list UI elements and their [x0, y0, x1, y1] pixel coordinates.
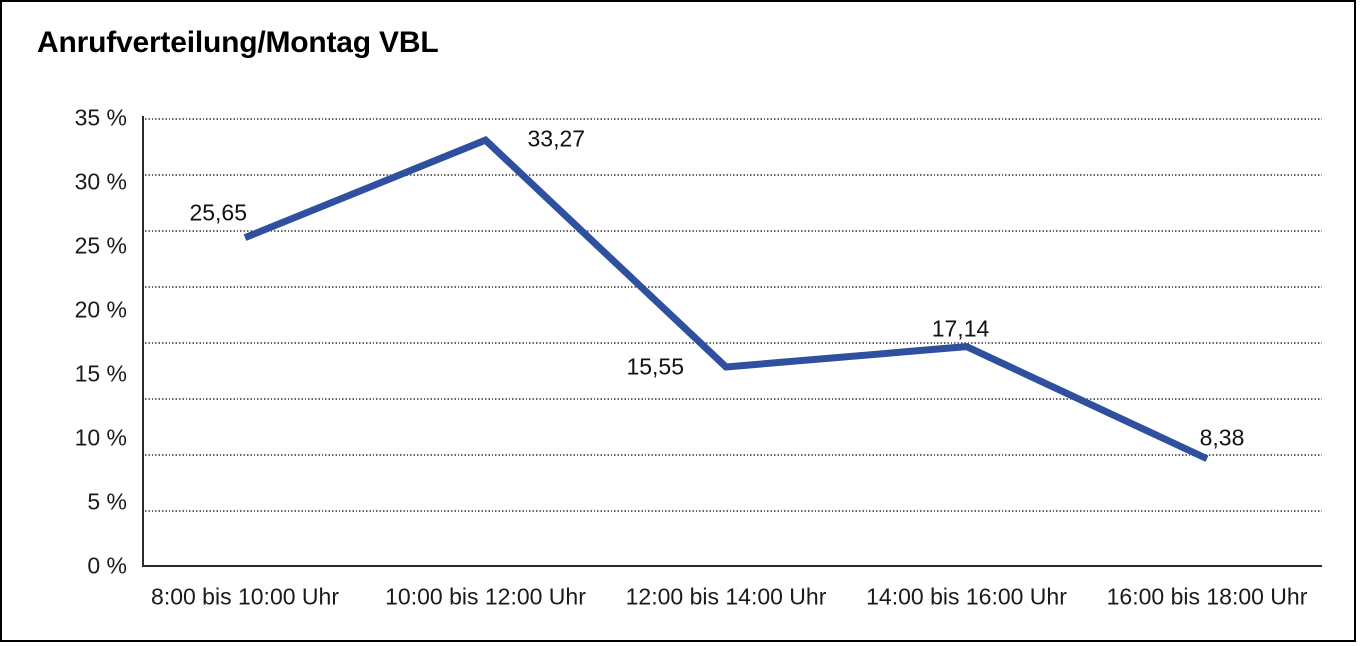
h-gridline	[145, 174, 1322, 176]
data-point-label: 33,27	[527, 125, 586, 152]
data-point-label: 15,55	[626, 353, 684, 380]
line-series-path	[243, 136, 1209, 462]
y-tick-label: 30 %	[74, 168, 127, 195]
h-gridline	[145, 286, 1322, 288]
h-gridline	[145, 398, 1322, 400]
x-tick-label: 12:00 bis 14:00 Uhr	[625, 583, 827, 610]
y-tick-label: 35 %	[74, 104, 127, 131]
x-tick-label: 14:00 bis 16:00 Uhr	[866, 583, 1067, 610]
y-tick-label: 25 %	[74, 232, 127, 259]
data-point-label: 25,65	[189, 199, 247, 226]
h-gridline	[145, 118, 1322, 120]
h-gridline	[145, 342, 1322, 344]
x-axis-line	[142, 565, 1322, 567]
data-point-label: 8,38	[1199, 424, 1245, 451]
y-tick-label: 5 %	[87, 488, 127, 515]
data-point-label: 17,14	[931, 315, 990, 342]
chart-title: Anrufverteilung/Montag VBL	[37, 26, 439, 59]
h-gridline	[145, 230, 1322, 232]
x-tick-label: 10:00 bis 12:00 Uhr	[385, 583, 586, 610]
h-gridline	[145, 454, 1322, 456]
y-tick-label: 20 %	[74, 296, 127, 323]
h-gridline	[145, 510, 1322, 512]
y-tick-label: 10 %	[74, 424, 127, 451]
y-tick-label: 0 %	[87, 552, 127, 579]
x-tick-label: 16:00 bis 18:00 Uhr	[1106, 583, 1308, 610]
y-tick-label: 15 %	[74, 360, 127, 387]
x-tick-label: 8:00 bis 10:00 Uhr	[151, 583, 339, 610]
y-axis-line	[142, 116, 144, 567]
